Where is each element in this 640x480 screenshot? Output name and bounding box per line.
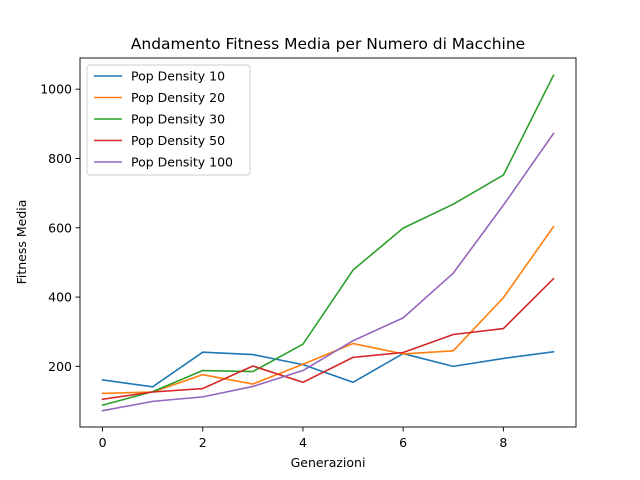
legend-entry-2: Pop Density 20	[131, 90, 225, 105]
y-tick-label: 1000	[40, 82, 72, 97]
x-tick-label: 0	[99, 435, 107, 450]
legend-entry-1: Pop Density 10	[131, 69, 225, 84]
x-tick-label: 8	[499, 435, 507, 450]
legend-entry-5: Pop Density 100	[131, 155, 233, 170]
legend: Pop Density 10 Pop Density 20 Pop Density …	[86, 64, 251, 176]
series-line-5	[101, 132, 555, 412]
x-tick-label: 4	[299, 435, 307, 450]
legend-entry-3: Pop Density 30	[131, 112, 225, 127]
x-axis: 0 2 4 6 8	[99, 427, 507, 450]
y-tick-label: 200	[48, 359, 72, 374]
x-tick-label: 2	[199, 435, 207, 450]
y-tick-label: 800	[48, 151, 72, 166]
y-axis-label: Fitness Media	[14, 200, 29, 285]
axes-frame	[79, 57, 577, 428]
x-axis-label: Generazioni	[291, 455, 366, 470]
series-line-4	[101, 277, 555, 401]
y-axis: 200 400 600 800 1000	[40, 82, 80, 374]
y-tick-label: 400	[48, 290, 72, 305]
legend-box	[86, 64, 251, 176]
plot-area	[101, 74, 555, 412]
x-tick-label: 6	[399, 435, 407, 450]
series-line-1	[101, 350, 555, 388]
series-line-2	[101, 225, 555, 395]
y-tick-label: 600	[48, 220, 72, 235]
series-line-3	[101, 74, 555, 407]
chart-title: Andamento Fitness Media per Numero di Ma…	[131, 35, 525, 53]
legend-entry-4: Pop Density 50	[131, 133, 225, 148]
